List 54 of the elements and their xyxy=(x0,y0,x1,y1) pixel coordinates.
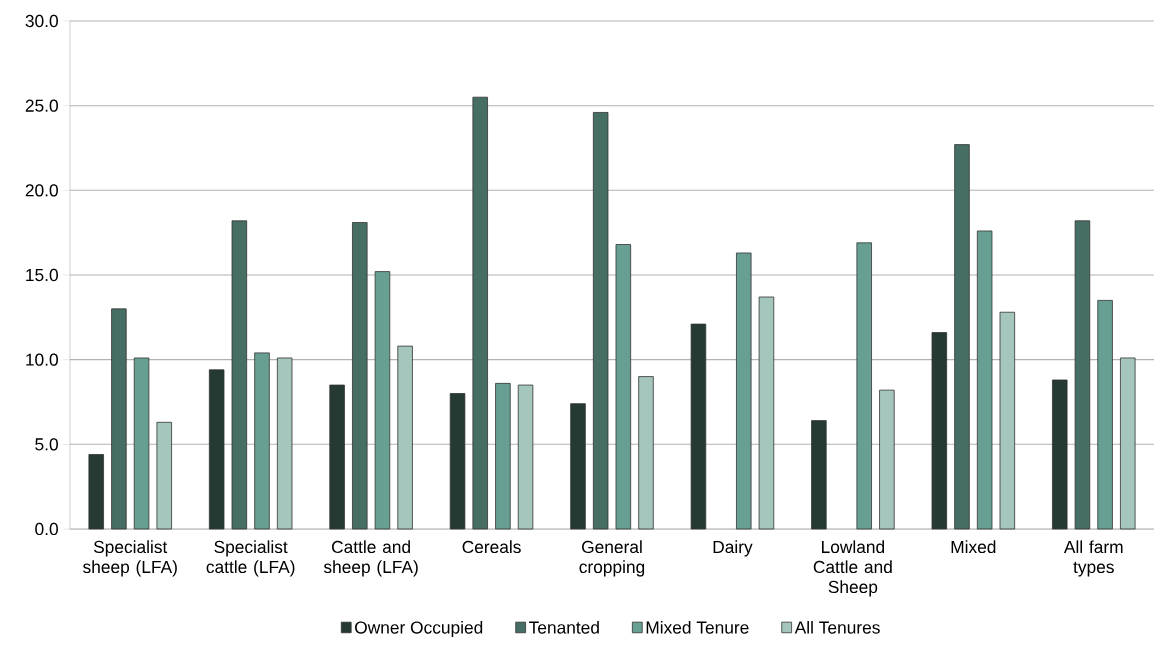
y-tick-label: 20.0 xyxy=(25,184,58,197)
y-tick-label: 15.0 xyxy=(26,268,58,282)
bar xyxy=(449,393,466,530)
bar xyxy=(638,376,654,530)
x-tick-label: General cropping xyxy=(579,540,645,577)
bar xyxy=(1097,299,1113,530)
y-tick-label: 30.0 xyxy=(25,14,58,28)
bar xyxy=(208,369,225,530)
bar xyxy=(690,323,707,530)
bar xyxy=(758,296,775,530)
bar xyxy=(517,384,534,530)
bar xyxy=(954,144,970,530)
bar xyxy=(397,345,413,530)
x-tick-label: Cattle and sheep (LFA) xyxy=(323,540,418,577)
bar xyxy=(570,403,586,530)
x-tick-label: Specialist sheep (LFA) xyxy=(83,540,177,577)
x-tick-label: Dairy xyxy=(713,540,753,557)
legend-label: Tenanted xyxy=(529,620,599,634)
legend-label: Owner Occupied xyxy=(355,620,483,638)
bar xyxy=(615,244,632,530)
y-tick-label: 10.0 xyxy=(26,353,58,366)
bar xyxy=(495,382,511,530)
bar xyxy=(1120,357,1136,530)
bar xyxy=(374,271,391,530)
bar xyxy=(231,220,248,530)
y-tick-label: 25.0 xyxy=(25,99,58,112)
bar xyxy=(156,421,172,530)
bar xyxy=(276,357,293,530)
x-tick-label: Mixed xyxy=(951,540,996,554)
legend-label: All Tenures xyxy=(794,620,880,634)
x-tick-label: All farm types xyxy=(1063,540,1123,577)
bar xyxy=(254,352,270,530)
bar xyxy=(976,230,993,530)
bar xyxy=(1052,379,1068,530)
x-tick-label: Lowland Cattle and Sheep xyxy=(813,540,892,597)
bar xyxy=(999,311,1016,530)
bar xyxy=(592,112,609,530)
y-tick-label: 0.0 xyxy=(35,522,58,536)
bar xyxy=(472,96,488,530)
legend-label: Mixed Tenure xyxy=(646,620,749,634)
bar xyxy=(329,384,345,530)
x-tick-label: Specialist cattle (LFA) xyxy=(206,540,295,577)
bar xyxy=(88,454,104,530)
bar xyxy=(811,420,827,530)
y-tick-label: 5.0 xyxy=(35,438,58,451)
bar xyxy=(133,357,150,530)
bar xyxy=(352,222,368,530)
bar xyxy=(1074,220,1091,530)
bar xyxy=(111,308,127,530)
bar xyxy=(736,252,752,530)
bar xyxy=(931,332,948,530)
bar xyxy=(879,389,895,530)
x-tick-label: Cereals xyxy=(462,540,521,554)
bar xyxy=(856,242,872,530)
